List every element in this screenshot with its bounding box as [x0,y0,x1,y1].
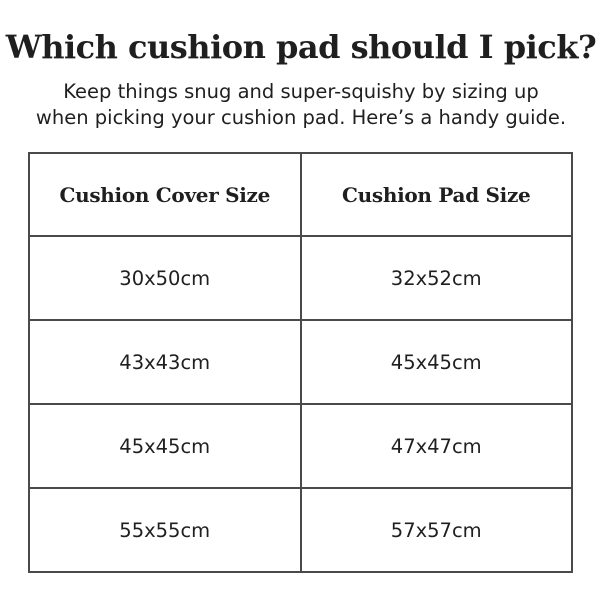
table-cell-pad-size: 32x52cm [299,235,573,321]
table-row: 43x43cm 45x45cm [28,319,573,405]
table-row: 45x45cm 47x47cm [28,403,573,489]
table-cell-pad-size: 47x47cm [299,403,573,489]
table-cell-pad-size: 57x57cm [299,487,573,573]
table-row: 30x50cm 32x52cm [28,235,573,321]
table-cell-cover-size: 30x50cm [28,235,302,321]
subtitle-line-1: Keep things snug and super-squishy by si… [63,80,539,103]
table-cell-cover-size: 45x45cm [28,403,302,489]
subtitle-line-2: when picking your cushion pad. Here’s a … [35,106,567,129]
table-row: 55x55cm 57x57cm [28,487,573,573]
table-header-row: Cushion Cover Size Cushion Pad Size [28,152,573,237]
table-cell-pad-size: 45x45cm [299,319,573,405]
size-guide-table: Cushion Cover Size Cushion Pad Size 30x5… [28,152,573,573]
column-header-cushion-cover-size: Cushion Cover Size [28,152,302,237]
table-cell-cover-size: 55x55cm [28,487,302,573]
column-header-cushion-pad-size: Cushion Pad Size [299,152,573,237]
table-cell-cover-size: 43x43cm [28,319,302,405]
subtitle: Keep things snug and super-squishy by si… [0,79,602,131]
page-title: Which cushion pad should I pick? [5,28,597,66]
